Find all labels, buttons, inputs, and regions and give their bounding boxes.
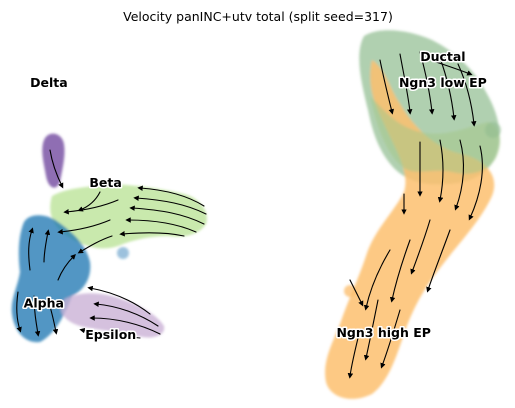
cluster-cloud-ductal-outlier: [485, 122, 501, 138]
cluster-cloud-ngn3-high-ep-outlier: [344, 285, 356, 297]
stream-line: [93, 301, 159, 327]
stream-line: [47, 299, 59, 335]
cluster-label-delta: Delta: [30, 75, 68, 90]
stream-line: [363, 299, 379, 361]
stream-line: [468, 145, 483, 221]
stream-line: [33, 295, 41, 337]
stream-line: [16, 291, 22, 333]
stream-line: [349, 279, 364, 307]
cluster-cloud-alpha: [11, 215, 91, 343]
chart-title: Velocity panINC+utv total (split seed=31…: [123, 9, 393, 24]
stream-line: [28, 227, 34, 271]
cluster-cloud-beta: [50, 184, 207, 249]
stream-line: [119, 231, 185, 237]
stream-line: [435, 61, 473, 76]
stream-line: [437, 139, 444, 203]
stream-line: [43, 229, 51, 263]
cluster-cloud-ngn3-low-ep: [370, 96, 501, 174]
cluster-cloud-delta: [42, 133, 65, 188]
cluster-label-beta: Beta: [89, 175, 121, 190]
stream-line: [57, 219, 111, 235]
stream-line: [426, 229, 451, 293]
stream-line: [125, 217, 197, 233]
cluster-cloud-ngn3-high-ep: [325, 60, 495, 399]
stream-line: [133, 195, 207, 215]
stream-line: [380, 309, 401, 369]
velocity-streamlines: [16, 51, 483, 379]
stream-line: [87, 285, 151, 315]
stream-line: [63, 199, 119, 215]
cluster-labels: Delta Beta Alpha Epsilon Ductal Ngn3 low EP Ng…: [22, 48, 488, 344]
stream-line: [399, 53, 413, 115]
stream-line: [57, 254, 76, 281]
stream-line: [89, 315, 161, 335]
stream-line: [137, 185, 205, 207]
cluster-label-ductal: Ductal: [420, 49, 465, 64]
stream-line: [77, 235, 113, 254]
stream-line: [363, 249, 391, 311]
stream-line: [347, 329, 361, 379]
cell-clouds: [11, 30, 501, 399]
stream-line: [79, 327, 141, 339]
stream-line: [129, 205, 205, 225]
cluster-cloud-epsilon: [61, 293, 165, 338]
stream-line: [457, 63, 477, 127]
cluster-label-alpha: Alpha: [24, 295, 64, 310]
stream-line: [379, 59, 395, 115]
cluster-label-ngn3-low-ep: Ngn3 low EP: [399, 75, 487, 90]
cluster-label-ngn3-high-ep: Ngn3 high EP: [336, 325, 430, 340]
stream-line: [410, 219, 431, 275]
stream-line: [49, 149, 64, 189]
stream-line: [419, 51, 435, 115]
cluster-label-epsilon: Epsilon: [85, 327, 136, 342]
cluster-cloud-beta-outlier: [117, 247, 129, 259]
stream-line: [389, 239, 411, 303]
stream-line: [454, 139, 464, 211]
stream-line: [77, 191, 101, 212]
